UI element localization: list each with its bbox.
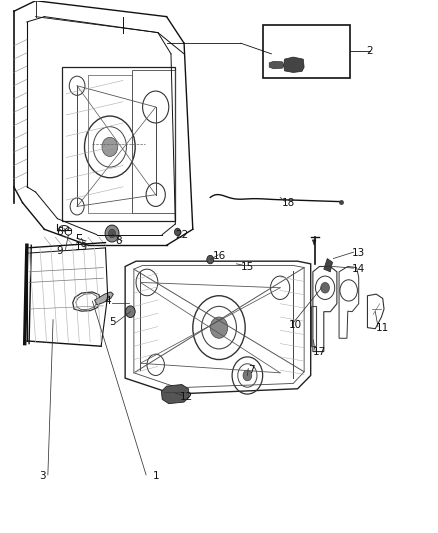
Polygon shape	[324, 259, 332, 272]
Text: 19: 19	[75, 242, 88, 252]
Text: 6: 6	[57, 227, 63, 237]
Circle shape	[210, 317, 228, 338]
Text: 10: 10	[289, 320, 302, 330]
Text: 2: 2	[366, 46, 373, 56]
Circle shape	[243, 370, 252, 381]
Circle shape	[207, 255, 214, 264]
Bar	[311, 306, 316, 346]
Circle shape	[321, 282, 329, 293]
Text: 17: 17	[313, 346, 326, 357]
Text: 3: 3	[39, 472, 46, 481]
Text: 11: 11	[376, 322, 389, 333]
Polygon shape	[284, 57, 304, 72]
Circle shape	[109, 229, 116, 238]
Text: 22: 22	[175, 230, 188, 240]
Text: 15: 15	[241, 262, 254, 271]
Text: 5: 5	[109, 317, 115, 327]
Text: 14: 14	[352, 264, 365, 274]
Text: 1: 1	[152, 472, 159, 481]
Text: 8: 8	[115, 236, 122, 246]
Circle shape	[102, 138, 118, 157]
Circle shape	[126, 306, 135, 318]
Polygon shape	[312, 240, 316, 245]
Bar	[263, 25, 350, 78]
Text: 13: 13	[352, 248, 365, 258]
Polygon shape	[95, 292, 113, 305]
Text: 4: 4	[104, 296, 111, 306]
Text: 18: 18	[282, 198, 296, 208]
Circle shape	[174, 228, 180, 236]
Text: 9: 9	[57, 246, 63, 255]
Polygon shape	[161, 384, 189, 403]
Text: 7: 7	[248, 365, 255, 375]
Circle shape	[105, 225, 119, 242]
Polygon shape	[269, 61, 284, 69]
Text: 16: 16	[212, 251, 226, 261]
Text: 12: 12	[180, 392, 193, 402]
